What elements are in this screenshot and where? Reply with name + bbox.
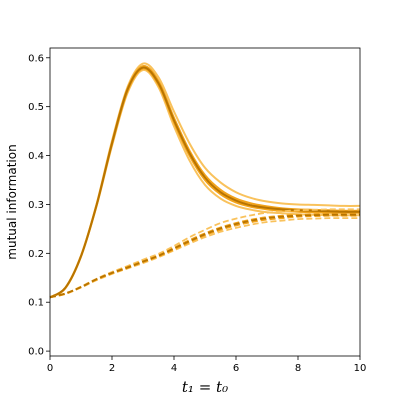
y-tick-label: 0.0 [28, 347, 44, 358]
x-tick-label: 0 [47, 363, 53, 374]
y-tick-label: 0.1 [28, 298, 44, 309]
y-tick-label: 0.6 [28, 53, 44, 64]
dashed-series-line-9 [49, 213, 360, 299]
x-tick-label: 8 [295, 363, 301, 374]
x-tick-label: 6 [233, 363, 239, 374]
x-tick-label: 4 [171, 363, 177, 374]
y-axis-title: mutual information [5, 144, 19, 259]
y-tick-label: 0.2 [28, 249, 44, 260]
y-tick-label: 0.5 [28, 102, 44, 113]
series-layer [49, 62, 361, 299]
y-axis: 0.0 0.1 0.2 0.3 0.4 0.5 0.6 [28, 53, 50, 358]
x-tick-label: 10 [354, 363, 367, 374]
x-axis-title: t₁ = t₀ [182, 378, 228, 396]
x-tick-label: 2 [109, 363, 115, 374]
x-axis: 0 2 4 6 8 10 [47, 356, 367, 374]
y-tick-label: 0.4 [28, 151, 44, 162]
y-tick-label: 0.3 [28, 200, 44, 211]
plot-frame [49, 47, 361, 357]
